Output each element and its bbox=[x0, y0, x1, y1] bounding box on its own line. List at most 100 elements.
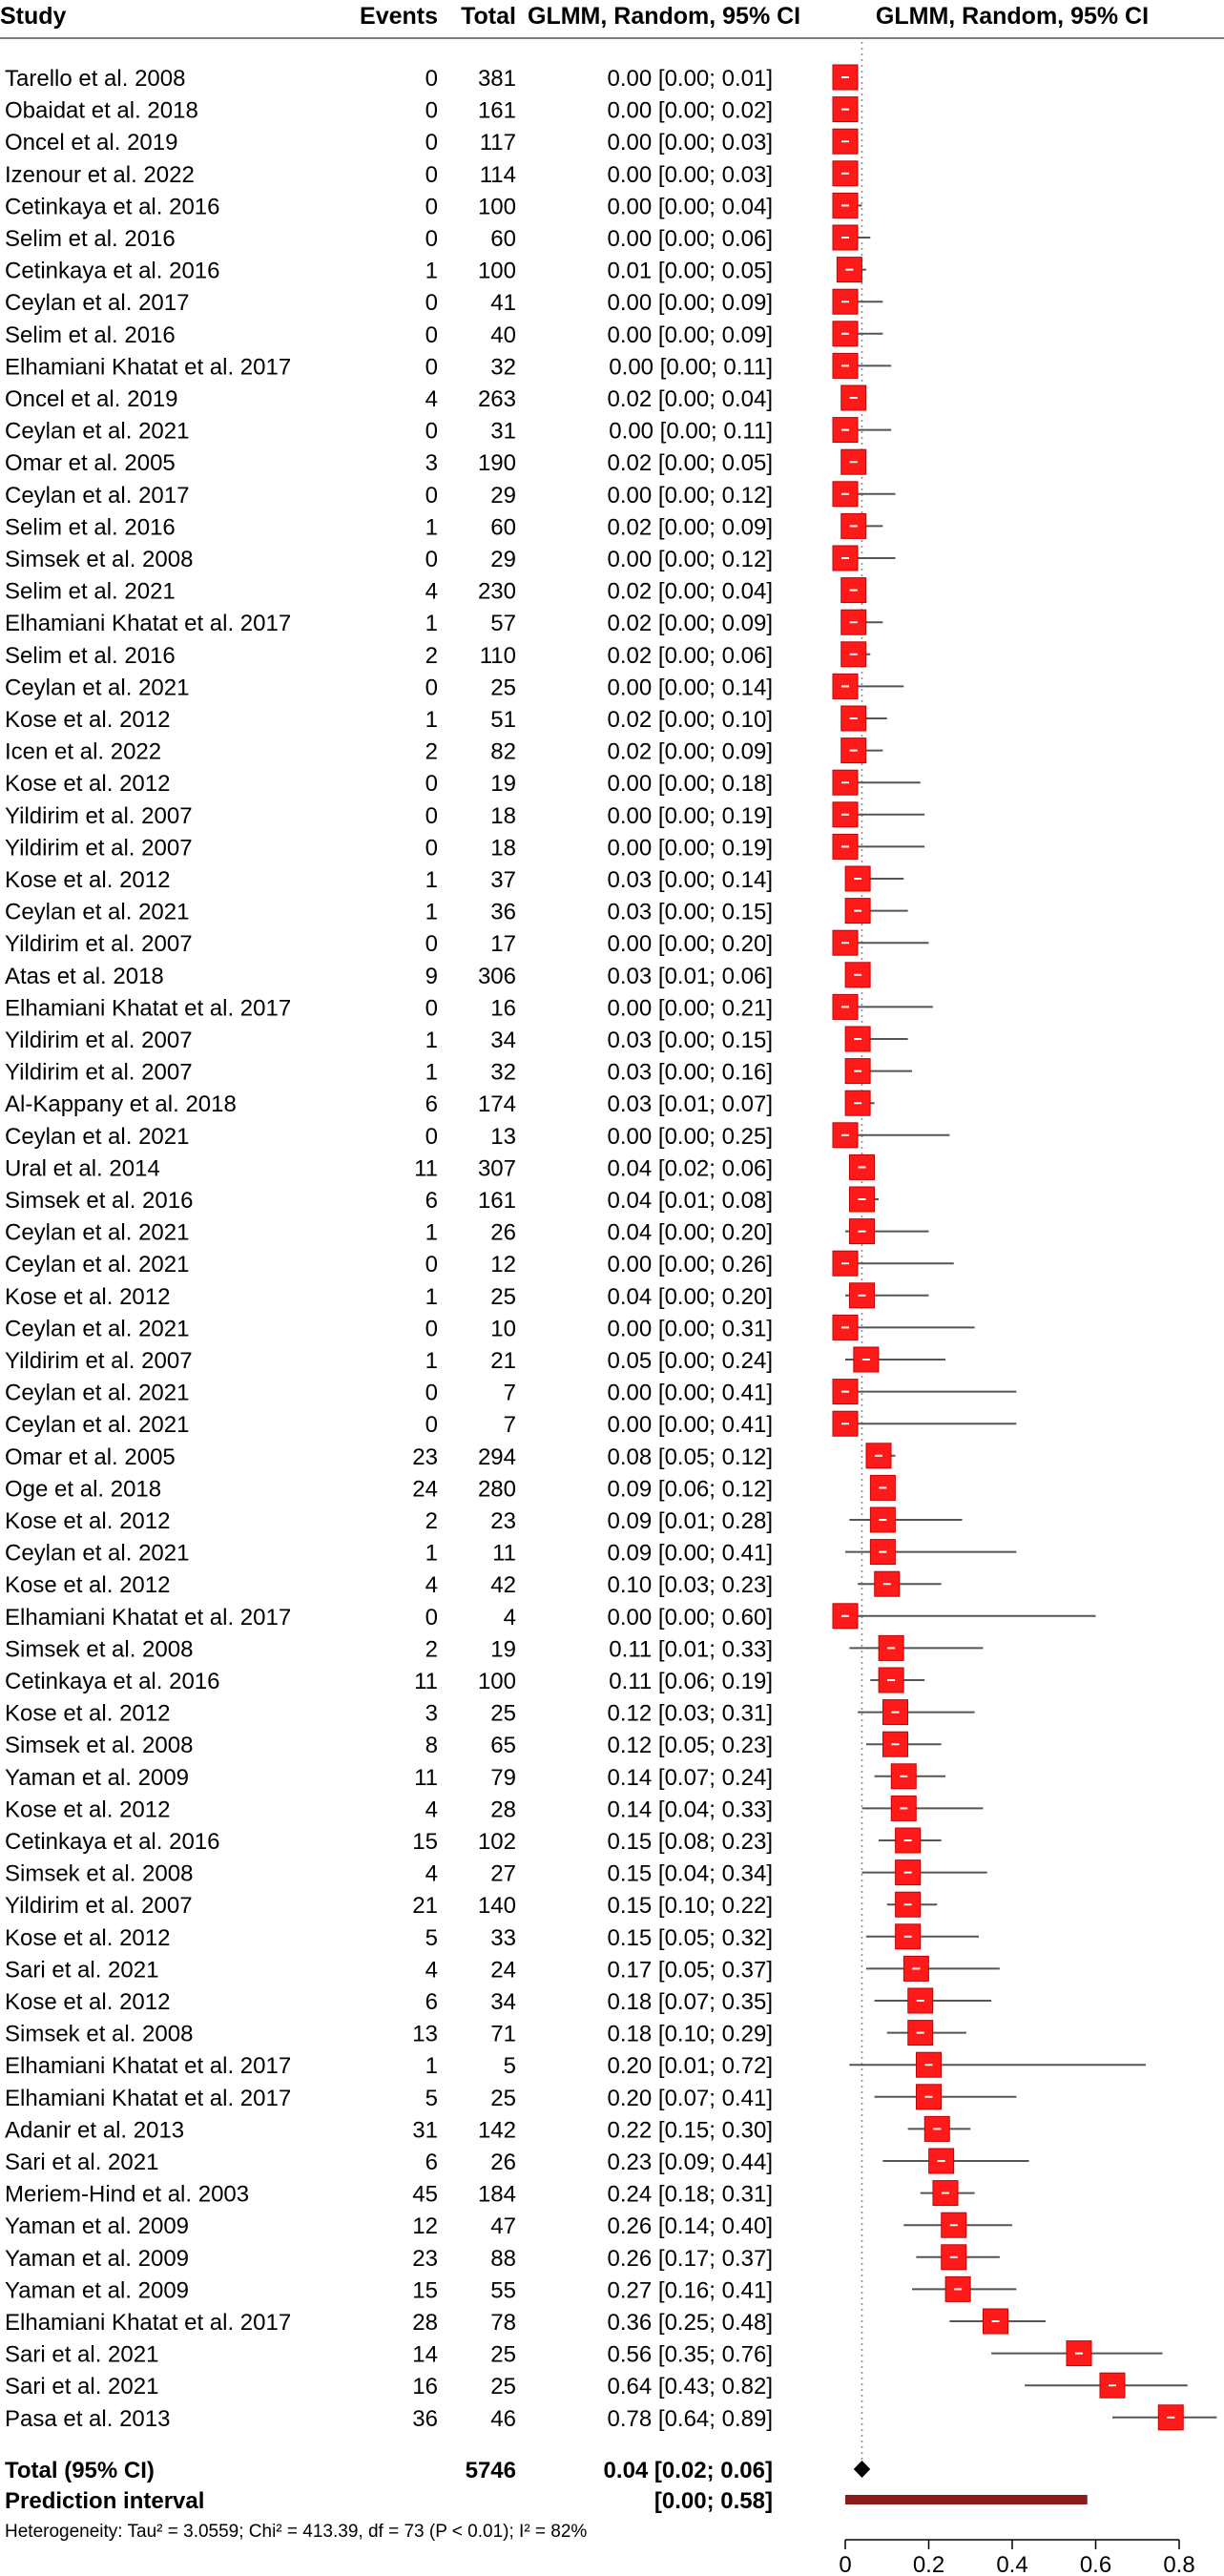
events-value: 14 bbox=[412, 2342, 438, 2368]
ci-text: 0.04 [0.00; 0.20] bbox=[608, 1284, 773, 1310]
events-value: 23 bbox=[412, 2246, 438, 2272]
study-name: Omar et al. 2005 bbox=[5, 1444, 176, 1470]
ci-text: 0.00 [0.00; 0.03] bbox=[608, 130, 773, 156]
total-value: 88 bbox=[490, 2246, 516, 2272]
study-row: Ceylan et al. 2021 0 12 0.00 [0.00; 0.26] bbox=[5, 1250, 954, 1278]
ci-text: 0.00 [0.00; 0.11] bbox=[609, 354, 773, 380]
study-row: Adanir et al. 2013 31 142 0.22 [0.15; 0.30] bbox=[5, 2115, 971, 2143]
ci-text: 0.00 [0.00; 0.03] bbox=[608, 162, 773, 188]
total-value: 190 bbox=[478, 450, 516, 476]
study-name: Elhamiani Khatat et al. 2017 bbox=[5, 354, 291, 380]
total-value: 34 bbox=[490, 1989, 516, 2015]
study-name: Yaman et al. 2009 bbox=[5, 2277, 189, 2303]
study-name: Ceylan et al. 2017 bbox=[5, 483, 189, 509]
ci-text: 0.00 [0.00; 0.25] bbox=[608, 1124, 773, 1150]
total-value: 10 bbox=[490, 1316, 516, 1341]
study-row: Cetinkaya et al. 2016 0 100 0.00 [0.00; 0.0… bbox=[5, 192, 862, 219]
study-row: Kose et al. 2012 4 28 0.14 [0.04; 0.33] bbox=[5, 1795, 984, 1822]
study-name: Yaman et al. 2009 bbox=[5, 1765, 189, 1791]
total-value: 60 bbox=[490, 226, 516, 252]
total-value: 23 bbox=[490, 1508, 516, 1534]
study-name: Simsek et al. 2016 bbox=[5, 1188, 193, 1214]
events-value: 1 bbox=[425, 1060, 438, 1086]
study-row: Elhamiani Khatat et al. 2017 1 5 0.20 [0.01… bbox=[5, 2051, 1146, 2079]
study-name: Kose et al. 2012 bbox=[5, 1989, 170, 2015]
study-row: Sari et al. 2021 6 26 0.23 [0.09; 0.44] bbox=[5, 2148, 1029, 2175]
total-value: 51 bbox=[490, 707, 516, 733]
total-value: 46 bbox=[490, 2406, 516, 2432]
study-row: Ceylan et al. 2021 0 13 0.00 [0.00; 0.25] bbox=[5, 1122, 950, 1150]
study-row: Simsek et al. 2008 2 19 0.11 [0.01; 0.33] bbox=[5, 1634, 984, 1662]
ci-text: 0.23 [0.09; 0.44] bbox=[608, 2150, 773, 2175]
events-value: 15 bbox=[412, 2277, 438, 2303]
ci-text: 0.02 [0.00; 0.09] bbox=[608, 739, 773, 765]
events-value: 0 bbox=[425, 1412, 438, 1438]
header-plot: GLMM, Random, 95% CI bbox=[876, 3, 1149, 30]
study-row: Kose et al. 2012 0 19 0.00 [0.00; 0.18] bbox=[5, 769, 921, 797]
total-value: 161 bbox=[478, 1188, 516, 1214]
study-name: Yildirim et al. 2007 bbox=[5, 803, 193, 829]
total-value: 18 bbox=[490, 835, 516, 861]
ci-text: 0.00 [0.00; 0.60] bbox=[608, 1605, 773, 1631]
x-tick-label: 0.8 bbox=[1163, 2552, 1194, 2576]
total-value: 16 bbox=[490, 995, 516, 1021]
ci-text: 0.05 [0.00; 0.24] bbox=[608, 1348, 773, 1374]
events-value: 6 bbox=[425, 1989, 438, 2015]
study-row: Kose et al. 2012 1 51 0.02 [0.00; 0.10] bbox=[5, 705, 887, 733]
study-name: Kose et al. 2012 bbox=[5, 771, 170, 797]
study-row: Yaman et al. 2009 23 88 0.26 [0.17; 0.37] bbox=[5, 2244, 1000, 2272]
ci-text: 0.00 [0.00; 0.01] bbox=[608, 66, 773, 92]
total-value: 29 bbox=[490, 547, 516, 572]
ci-text: 0.09 [0.00; 0.41] bbox=[608, 1541, 773, 1567]
total-value: 7 bbox=[504, 1412, 516, 1438]
ci-text: 0.10 [0.03; 0.23] bbox=[608, 1572, 773, 1598]
study-row: Simsek et al. 2008 0 29 0.00 [0.00; 0.12] bbox=[5, 545, 896, 572]
study-name: Oncel et al. 2019 bbox=[5, 130, 177, 156]
study-name: Elhamiani Khatat et al. 2017 bbox=[5, 2310, 291, 2336]
total-value: 32 bbox=[490, 354, 516, 380]
ci-text: 0.36 [0.25; 0.48] bbox=[608, 2310, 773, 2336]
study-name: Yildirim et al. 2007 bbox=[5, 1028, 193, 1053]
study-name: Adanir et al. 2013 bbox=[5, 2117, 184, 2143]
total-value: 19 bbox=[490, 1636, 516, 1662]
study-row: Cetinkaya et al. 2016 11 100 0.11 [0.06; 0.… bbox=[5, 1667, 925, 1694]
study-row: Elhamiani Khatat et al. 2017 0 32 0.00 [0.0… bbox=[5, 352, 892, 380]
study-row: Atas et al. 2018 9 306 0.03 [0.01; 0.06] bbox=[5, 962, 871, 989]
events-value: 0 bbox=[425, 98, 438, 124]
study-name: Selim et al. 2016 bbox=[5, 226, 176, 252]
total-value: 36 bbox=[490, 900, 516, 925]
study-row: Yildirim et al. 2007 1 34 0.03 [0.00; 0.15] bbox=[5, 1026, 908, 1053]
study-row: Ceylan et al. 2017 0 29 0.00 [0.00; 0.12] bbox=[5, 481, 896, 509]
events-value: 4 bbox=[425, 1572, 438, 1598]
study-name: Kose et al. 2012 bbox=[5, 1284, 170, 1310]
study-name: Simsek et al. 2008 bbox=[5, 547, 193, 572]
events-value: 16 bbox=[412, 2374, 438, 2399]
study-row: Kose et al. 2012 5 33 0.15 [0.05; 0.32] bbox=[5, 1923, 979, 1951]
total-value: 47 bbox=[490, 2213, 516, 2239]
study-row: Yildirim et al. 2007 1 21 0.05 [0.00; 0.24] bbox=[5, 1346, 945, 1374]
prediction-interval-label: Prediction interval bbox=[5, 2488, 204, 2514]
events-value: 1 bbox=[425, 1220, 438, 1246]
study-row: Kose et al. 2012 2 23 0.09 [0.01; 0.28] bbox=[5, 1506, 963, 1534]
events-value: 4 bbox=[425, 1957, 438, 1983]
study-row: Cetinkaya et al. 2016 15 102 0.15 [0.08; 0.… bbox=[5, 1827, 942, 1855]
events-value: 1 bbox=[425, 611, 438, 636]
total-value: 174 bbox=[478, 1091, 516, 1117]
study-row: Simsek et al. 2008 4 27 0.15 [0.04; 0.34] bbox=[5, 1859, 987, 1887]
total-value: 4 bbox=[504, 1605, 516, 1631]
study-name: Elhamiani Khatat et al. 2017 bbox=[5, 1605, 291, 1631]
total-value: 100 bbox=[478, 259, 516, 284]
pooled-diamond bbox=[853, 2461, 871, 2478]
events-value: 0 bbox=[425, 290, 438, 316]
ci-text: 0.15 [0.08; 0.23] bbox=[608, 1829, 773, 1855]
estimate-box bbox=[907, 2020, 934, 2046]
total-value: 32 bbox=[490, 1060, 516, 1086]
heterogeneity-text: Heterogeneity: Tau² = 3.0559; Chi² = 413… bbox=[5, 2522, 587, 2542]
study-name: Pasa et al. 2013 bbox=[5, 2406, 170, 2432]
total-value: 263 bbox=[478, 386, 516, 412]
events-value: 0 bbox=[425, 995, 438, 1021]
pooled-label: Total (95% CI) bbox=[5, 2458, 155, 2483]
events-value: 8 bbox=[425, 1733, 438, 1758]
total-value: 18 bbox=[490, 803, 516, 829]
study-name: Ceylan et al. 2021 bbox=[5, 1316, 189, 1341]
